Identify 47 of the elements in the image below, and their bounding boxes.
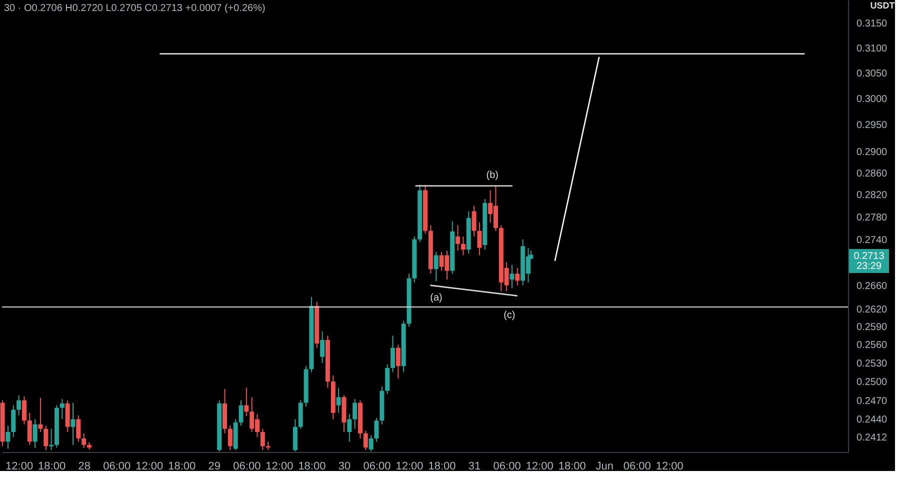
y-tick-label: 0.3050 <box>856 68 888 80</box>
y-tick-label: 0.3150 <box>856 18 888 30</box>
x-tick-label: 18:00 <box>428 460 456 472</box>
text: 0.2713 <box>854 251 885 262</box>
annotation: (a) <box>430 292 442 304</box>
x-tick-label: 12:00 <box>266 460 294 472</box>
y-tick-label: 0.2440 <box>856 414 888 426</box>
x-tick-label: 31 <box>468 460 481 472</box>
x-tick-label: 06:00 <box>363 460 391 472</box>
x-tick-label: 18:00 <box>558 460 586 472</box>
x-tick-label: Jun <box>596 460 614 472</box>
y-tick-label: 0.2500 <box>856 377 888 388</box>
x-tick-label: 06:00 <box>623 460 651 472</box>
annotation: (b) <box>486 170 498 181</box>
y-tick-label: 0.2530 <box>856 358 888 370</box>
x-tick-label: 12:00 <box>396 460 424 472</box>
y-tick-label: 0.2860 <box>856 168 888 180</box>
y-tick-label: 0.2620 <box>856 304 888 316</box>
x-tick-label: 18:00 <box>168 460 196 472</box>
annotation: (c) <box>504 310 516 321</box>
y-tick-label: 0.2900 <box>856 146 888 158</box>
y-tick-label: 0.2660 <box>856 280 888 292</box>
x-tick-label: 12:00 <box>6 460 34 472</box>
y-tick-label: 0.2780 <box>856 212 888 224</box>
x-tick-label: 18:00 <box>298 460 326 472</box>
x-tick-label: 18:00 <box>38 460 66 472</box>
x-tick-label: 06:00 <box>233 460 261 472</box>
x-tick-label: 06:00 <box>493 460 521 472</box>
x-tick-label: 06:00 <box>103 460 131 472</box>
y-tick-label: 0.2590 <box>856 322 888 334</box>
x-tick-label: 12:00 <box>526 460 554 472</box>
y-tick-label: 0.2740 <box>856 234 888 246</box>
x-tick-label: 29 <box>208 460 221 472</box>
x-tick-label: 30 <box>338 460 351 472</box>
y-tick-label: 0.2820 <box>856 190 888 202</box>
y-tick-label: 0.2412 <box>856 432 888 444</box>
x-tick-label: 12:00 <box>136 460 164 472</box>
text: 23:29 <box>856 261 882 272</box>
y-tick-label: 0.2560 <box>856 340 888 352</box>
y-tick-label: 0.3000 <box>856 94 888 106</box>
x-tick-label: 12:00 <box>656 460 684 472</box>
y-tick-label: 0.2470 <box>856 396 888 407</box>
annotation: 30 · O0.2706 H0.2720 L0.2705 C0.2713 +0.0007 (+0.26%) <box>4 3 266 14</box>
y-tick-label: 0.3100 <box>856 43 888 54</box>
y-tick-label: 0.2950 <box>856 120 888 132</box>
x-tick-label: 28 <box>78 460 90 472</box>
y-axis-title: USDT <box>870 0 896 10</box>
